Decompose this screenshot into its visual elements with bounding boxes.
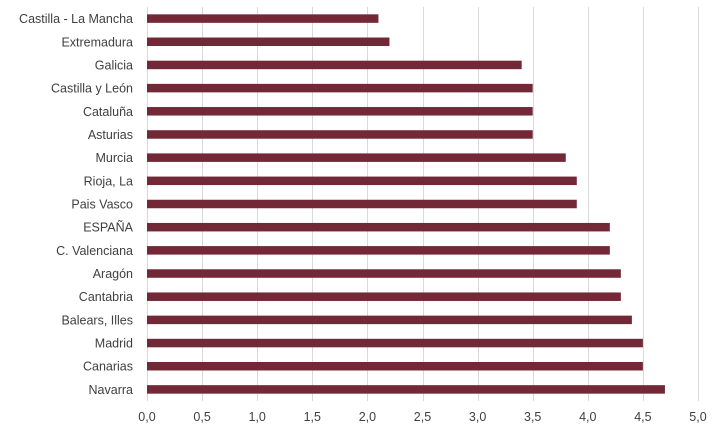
x-tick-label: 4,5 bbox=[634, 410, 651, 424]
x-tick-label: 1,0 bbox=[249, 410, 266, 424]
category-label: Cantabria bbox=[79, 290, 133, 304]
bar bbox=[147, 107, 533, 116]
category-label: Castilla - La Mancha bbox=[19, 12, 133, 26]
x-tick-label: 4,0 bbox=[579, 410, 596, 424]
bar bbox=[147, 385, 665, 394]
x-axis-tick-labels: 0,0 0,5 1,0 1,5 2,0 2,5 3,0 3,5 4,0 4,5 5,0 bbox=[138, 410, 706, 424]
bar bbox=[147, 199, 577, 209]
x-tick-label: 2,0 bbox=[359, 410, 376, 424]
category-label: Castilla y León bbox=[51, 82, 133, 96]
x-tick-label: 3,5 bbox=[524, 410, 541, 424]
category-label: Navarra bbox=[89, 383, 134, 397]
category-label: Asturias bbox=[88, 128, 133, 142]
bar bbox=[147, 338, 643, 348]
category-label: ESPAÑA bbox=[83, 221, 133, 235]
bar bbox=[147, 176, 577, 186]
category-label: Pais Vasco bbox=[71, 198, 133, 212]
bar bbox=[147, 153, 566, 162]
x-tick-label: 2,5 bbox=[414, 410, 431, 424]
bar bbox=[147, 361, 643, 371]
bar bbox=[147, 222, 610, 232]
category-label: Aragón bbox=[93, 267, 133, 281]
category-labels: Castilla - La Mancha Extremadura Galicia Ca… bbox=[19, 12, 134, 397]
category-label: Canarias bbox=[83, 360, 133, 374]
bar bbox=[147, 60, 522, 70]
bar bbox=[147, 130, 533, 139]
bars bbox=[147, 14, 665, 394]
bar bbox=[147, 269, 621, 278]
category-label: Murcia bbox=[95, 151, 133, 165]
category-label: Balears, Illes bbox=[61, 313, 133, 327]
category-label: C. Valenciana bbox=[56, 244, 133, 258]
bar bbox=[147, 37, 390, 47]
category-label: Rioja, La bbox=[84, 174, 133, 188]
x-tick-label: 0,5 bbox=[193, 410, 210, 424]
bar bbox=[147, 246, 610, 255]
bar bbox=[147, 315, 632, 325]
bar bbox=[147, 83, 533, 93]
x-tick-label: 3,0 bbox=[469, 410, 486, 424]
category-label: Cataluña bbox=[83, 105, 133, 119]
category-label: Madrid bbox=[95, 337, 133, 351]
category-label: Galicia bbox=[95, 58, 133, 72]
category-label: Extremadura bbox=[61, 35, 133, 49]
x-tick-label: 0,0 bbox=[138, 410, 155, 424]
x-tick-label: 5,0 bbox=[689, 410, 706, 424]
bar bbox=[147, 292, 621, 301]
bar bbox=[147, 14, 379, 23]
x-tick-label: 1,5 bbox=[304, 410, 321, 424]
